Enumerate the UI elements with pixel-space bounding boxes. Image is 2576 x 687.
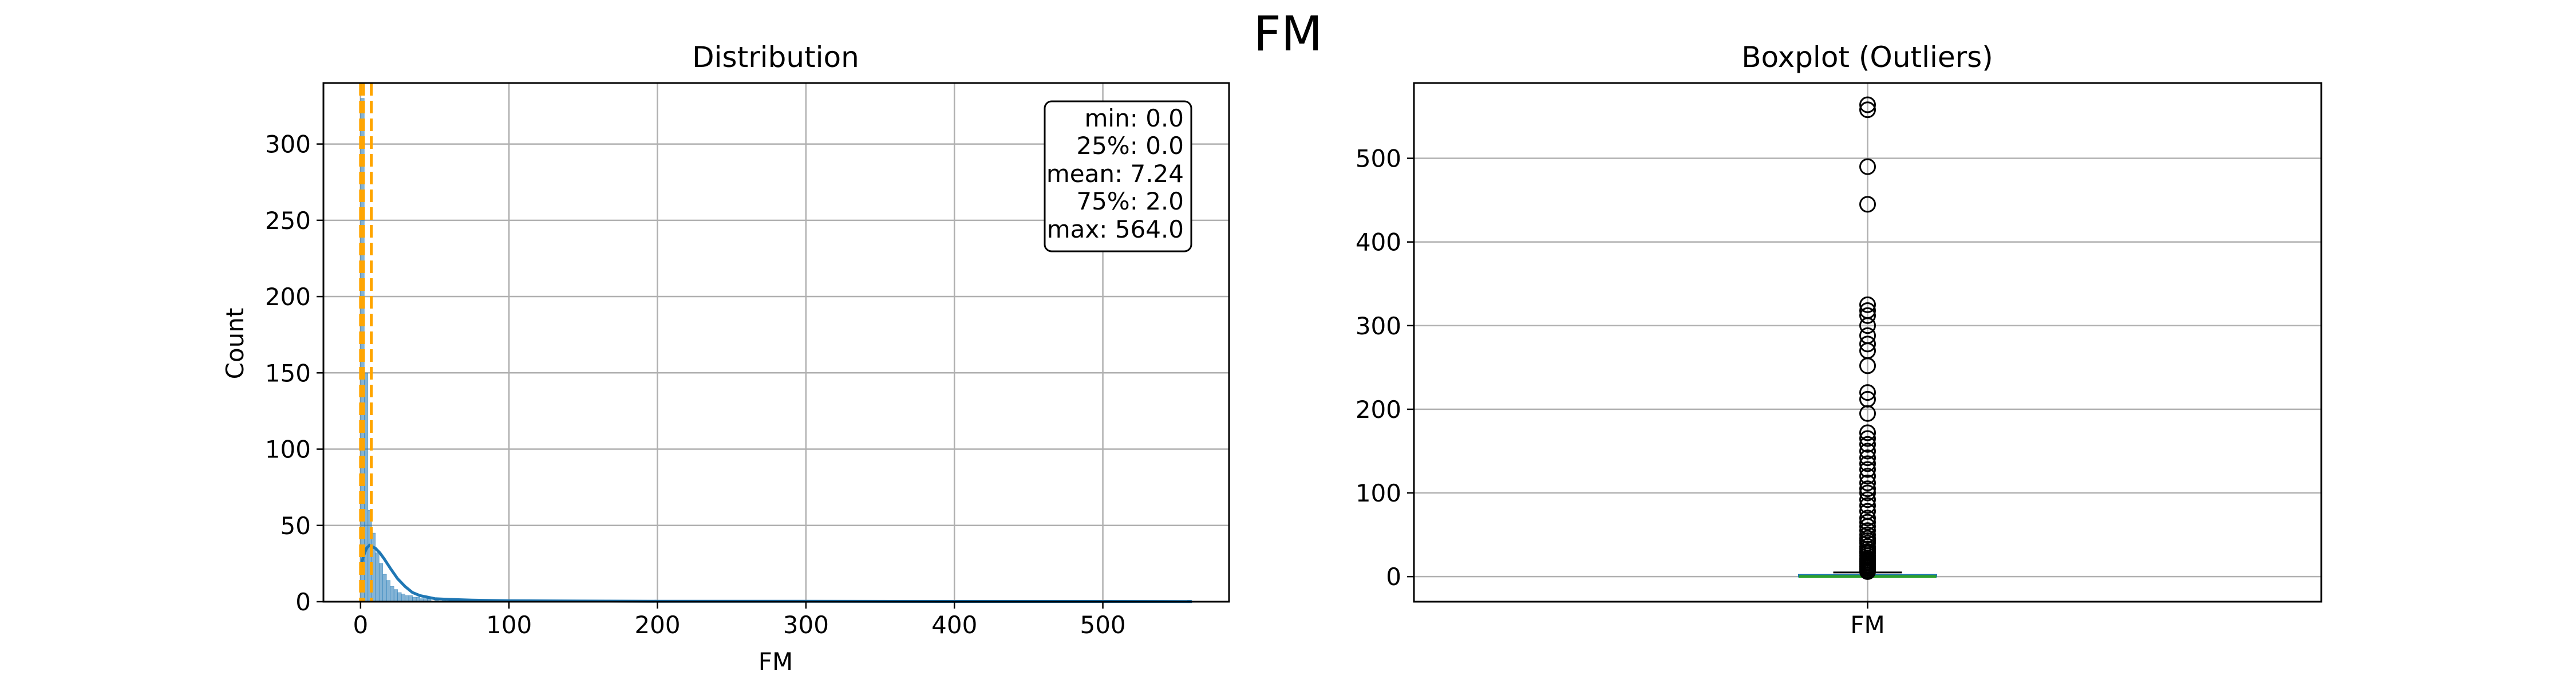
outlier-point: [1859, 327, 1876, 344]
x-tick-label: 500: [1080, 611, 1125, 639]
outlier-point: [1859, 526, 1876, 543]
y-tick-label: 200: [265, 283, 311, 311]
y-tick-label: 100: [1356, 479, 1401, 507]
y-tick-label: 300: [265, 131, 311, 159]
histogram-bar: [382, 574, 387, 602]
stats-box-frame: [1044, 100, 1192, 252]
x-tick-label: 100: [486, 611, 532, 639]
stats-q3: 75%: 2.0: [1076, 187, 1184, 215]
histogram-bar: [401, 594, 405, 602]
boxplot-ticks: FM 0 100 200 300 400 500: [1356, 145, 1885, 639]
boxplot-outliers: [1859, 96, 1876, 580]
y-tick-label: 0: [295, 588, 311, 616]
y-tick-label: 250: [265, 207, 311, 235]
outlier-point: [1859, 484, 1876, 502]
quantile-lines: [359, 83, 373, 602]
boxplot-title: Boxplot (Outliers): [1741, 41, 1993, 74]
stats-min: min: 0.0: [1085, 104, 1184, 132]
boxplot-frame: [1413, 82, 2322, 603]
outlier-point: [1859, 491, 1876, 508]
outlier-point: [1859, 424, 1876, 441]
y-tick-label: 200: [1356, 396, 1401, 424]
y-tick-label: 150: [265, 359, 311, 387]
histogram-bar: [386, 580, 391, 602]
histogram-bar: [375, 552, 380, 602]
outlier-point: [1859, 461, 1876, 478]
boxplot-panel: Boxplot (Outliers) FM 0 100 200 300 400 500: [1356, 41, 2322, 639]
distribution-panel: Distribution FM Count 0 100 200 300 400 500 0 5…: [221, 41, 1230, 676]
outlier-point: [1859, 307, 1876, 324]
outlier-point: [1859, 101, 1876, 119]
outlier-point: [1859, 480, 1876, 498]
outlier-point: [1859, 522, 1876, 539]
outlier-point: [1859, 510, 1876, 527]
x-tick-label: 0: [353, 611, 368, 639]
histogram-bar: [393, 589, 398, 602]
kde-curve: [359, 543, 1192, 603]
distribution-ticks: 0 100 200 300 400 500 0 50 100 150 200 250 300: [265, 131, 1126, 639]
histogram-bar: [408, 595, 413, 602]
figure-title: FM: [1254, 6, 1323, 62]
x-tick-label: FM: [1850, 611, 1884, 639]
outlier-point: [1859, 503, 1876, 520]
outlier-point: [1859, 158, 1876, 175]
outlier-point: [1859, 468, 1876, 485]
outlier-point: [1859, 96, 1876, 113]
outlier-point: [1859, 443, 1876, 460]
histogram-bar: [397, 592, 402, 602]
y-tick-label: 400: [1356, 228, 1401, 256]
stats-box: min: 0.0 25%: 0.0 mean: 7.24 75%: 2.0 ma…: [1044, 100, 1192, 252]
distribution-xlabel: FM: [758, 647, 793, 676]
y-tick-label: 500: [1356, 145, 1401, 173]
x-tick-label: 400: [931, 611, 977, 639]
y-tick-label: 50: [280, 512, 311, 540]
outlier-point: [1859, 514, 1876, 531]
outlier-point: [1859, 455, 1876, 472]
outlier-point: [1859, 302, 1876, 319]
histogram-bar: [390, 586, 394, 602]
histogram-bar: [378, 563, 384, 602]
histogram-bar: [405, 595, 409, 602]
x-tick-label: 200: [634, 611, 680, 639]
distribution-ylabel: Count: [221, 308, 249, 380]
kde-curve-group: [359, 543, 1192, 603]
outlier-point: [1859, 335, 1876, 353]
outlier-point: [1859, 390, 1876, 408]
outlier-point: [1859, 196, 1876, 213]
outlier-point: [1859, 474, 1876, 491]
outlier-point: [1859, 384, 1876, 401]
stats-mean: mean: 7.24: [1046, 160, 1184, 188]
y-tick-label: 0: [1386, 563, 1401, 591]
outlier-point: [1859, 497, 1876, 514]
y-tick-label: 100: [265, 436, 311, 464]
outlier-point: [1859, 296, 1876, 313]
y-tick-label: 300: [1356, 312, 1401, 340]
outlier-point: [1859, 449, 1876, 467]
outlier-point: [1859, 436, 1876, 453]
outlier-point: [1859, 430, 1876, 447]
stats-max: max: 564.0: [1047, 215, 1184, 243]
distribution-title: Distribution: [692, 41, 859, 74]
x-tick-label: 300: [783, 611, 829, 639]
distribution-frame: [322, 82, 1230, 603]
stats-q1: 25%: 0.0: [1076, 132, 1184, 160]
